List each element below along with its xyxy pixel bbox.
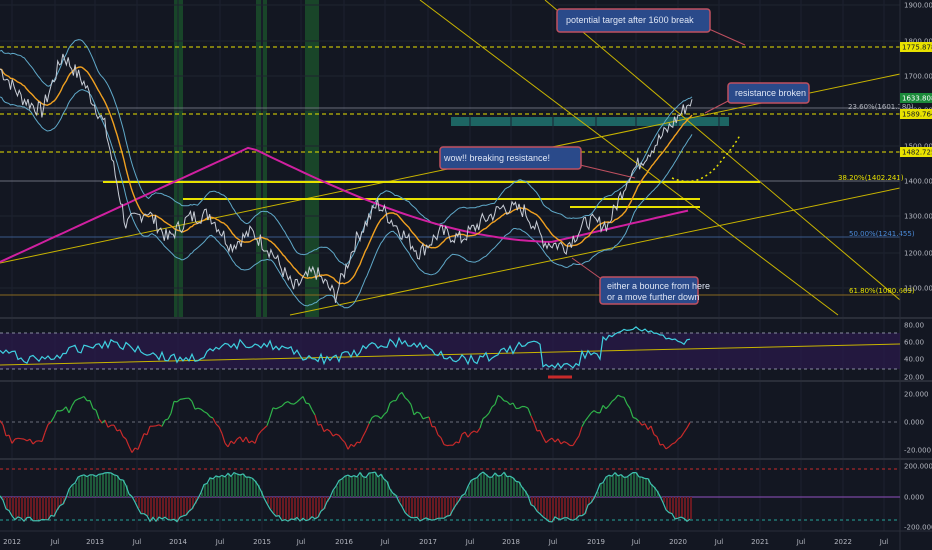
price-tick-label: 1300.000 xyxy=(904,213,932,221)
time-tick-label: Jul xyxy=(631,538,641,546)
time-tick-label: Jul xyxy=(548,538,558,546)
cci-line xyxy=(0,471,691,523)
annotation-breaking[interactable]: wow!! breaking resistance! xyxy=(439,146,636,179)
cci-axis: 200.000 0.000 -200.000 xyxy=(904,463,932,532)
pane-tick-label: 200.000 xyxy=(904,463,932,471)
rsi-trendline xyxy=(0,343,901,366)
cci-histogram xyxy=(0,472,692,522)
time-tick-label: 2012 xyxy=(3,538,21,546)
price-tag: 1482.725 xyxy=(900,147,932,157)
annotation-bounce-text-1: either a bounce from here xyxy=(607,281,710,291)
fib-label-50: 50.00%(1241.455) xyxy=(849,230,915,238)
moving-average-50 xyxy=(0,66,693,285)
time-tick-label: 2020 xyxy=(669,538,687,546)
price-candles xyxy=(0,53,693,303)
pane-tick-label: 80.00 xyxy=(904,322,924,330)
fib-label-382: 38.20%(1402.241) xyxy=(838,174,904,182)
price-tag: 1633.808 xyxy=(900,93,932,103)
annotation-target-text: potential target after 1600 break xyxy=(566,15,694,25)
svg-text:1775.878: 1775.878 xyxy=(902,44,932,52)
price-tag: 1589.764 xyxy=(900,109,932,119)
price-tick-label: 1100.000 xyxy=(904,285,932,293)
annotation-target[interactable]: potential target after 1600 break xyxy=(556,8,746,46)
pane-tick-label: 0.000 xyxy=(904,419,924,427)
support-lines xyxy=(103,181,760,208)
time-tick-label: Jul xyxy=(380,538,390,546)
rsi-axis: 80.00 60.00 40.00 20.00 xyxy=(904,322,924,382)
pane-tick-label: 40.00 xyxy=(904,356,924,364)
rsi-line xyxy=(0,326,691,369)
price-tags: 1775.878 1633.808 1589.764 1482.725 xyxy=(900,42,932,157)
time-tick-label: Jul xyxy=(879,538,889,546)
svg-text:1482.725: 1482.725 xyxy=(902,149,932,157)
annotation-resistance-text: resistance broken xyxy=(735,88,806,98)
price-tick-label: 1800.000 xyxy=(904,38,932,46)
time-tick-label: Jul xyxy=(296,538,306,546)
time-tick-label: Jul xyxy=(465,538,475,546)
time-tick-label: 2017 xyxy=(419,538,437,546)
annotation-bounce-text-2: or a move further down xyxy=(607,292,700,302)
time-tick-label: 2019 xyxy=(587,538,605,546)
svg-text:1633.808: 1633.808 xyxy=(902,95,932,103)
rsi-band xyxy=(0,333,900,369)
oscillator-axis: 20.000 0.000 -20.000 xyxy=(904,391,931,455)
price-tick-label: 1900.000 xyxy=(904,2,932,10)
resistance-zone xyxy=(451,117,729,126)
time-tick-label: 2021 xyxy=(751,538,769,546)
price-tick-label: 1500.000 xyxy=(904,143,932,151)
time-tick-label: Jul xyxy=(796,538,806,546)
time-tick-label: 2022 xyxy=(834,538,852,546)
price-tick-label: 1700.000 xyxy=(904,73,932,81)
annotation-bounce[interactable]: either a bounce from here or a move furt… xyxy=(571,257,710,305)
annotation-breaking-text: wow!! breaking resistance! xyxy=(443,153,550,163)
projection-path xyxy=(671,134,741,183)
time-tick-label: Jul xyxy=(50,538,60,546)
fib-label-618: 61.80%(1080.669) xyxy=(849,287,915,295)
time-tick-label: Jul xyxy=(215,538,225,546)
bollinger-lower xyxy=(0,89,693,309)
time-tick-label: Jul xyxy=(132,538,142,546)
fib-label-236: 23.60%(1601.180) xyxy=(848,103,914,111)
momentum-oscillator xyxy=(0,391,691,453)
svg-text:1589.764: 1589.764 xyxy=(902,111,932,119)
time-tick-label: 2013 xyxy=(86,538,104,546)
pane-tick-label: -200.000 xyxy=(904,524,932,532)
price-tick-label: 1400.000 xyxy=(904,178,932,186)
time-tick-label: 2018 xyxy=(502,538,520,546)
pane-tick-label: 60.00 xyxy=(904,339,924,347)
pane-tick-label: 20.000 xyxy=(904,391,929,399)
time-tick-label: 2015 xyxy=(253,538,271,546)
annotation-resistance-broken[interactable]: resistance broken xyxy=(704,82,810,114)
pane-tick-label: -20.000 xyxy=(904,447,931,455)
pane-tick-label: 20.00 xyxy=(904,374,924,382)
price-tag: 1775.878 xyxy=(900,42,932,52)
time-tick-label: 2014 xyxy=(169,538,187,546)
time-tick-label: 2016 xyxy=(335,538,353,546)
time-axis[interactable]: 2012 Jul 2013 Jul 2014 Jul 2015 Jul 2016 Jul 2017 J… xyxy=(3,538,888,546)
pane-tick-label: 0.000 xyxy=(904,494,924,502)
price-tick-label: 1200.000 xyxy=(904,250,932,258)
time-tick-label: Jul xyxy=(714,538,724,546)
